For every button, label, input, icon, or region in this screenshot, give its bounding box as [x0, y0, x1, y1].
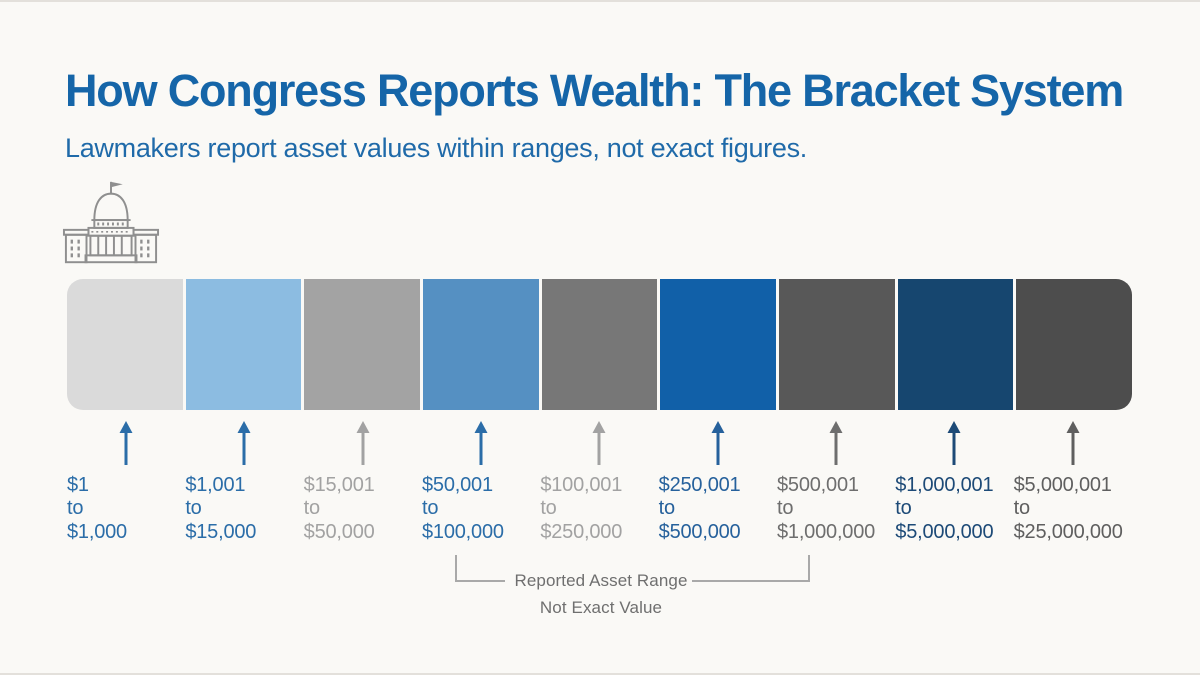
bracket-segment-2: [185, 279, 302, 410]
bracket-range-label: $250,001 to $500,000: [659, 474, 777, 544]
range-max: $1,000,000: [776, 520, 876, 543]
up-arrow-icon: [711, 421, 725, 465]
bracket-segment-8: [897, 279, 1014, 410]
up-arrow-icon: [237, 421, 251, 465]
bracket-arrow-cell: [895, 420, 1013, 470]
bracket-arrow-cell: [185, 420, 303, 470]
up-arrow-icon: [1066, 421, 1080, 465]
page-subtitle: Lawmakers report asset values within ran…: [65, 133, 807, 163]
range-min: $500,001: [776, 474, 859, 496]
bracket-segment-6: [660, 279, 777, 410]
range-min: $1: [67, 474, 89, 496]
bracket-arrows: [67, 420, 1132, 470]
bracket-segment-5: [541, 279, 658, 410]
range-max: $50,000: [303, 520, 375, 543]
range-max: $1,000: [67, 520, 127, 543]
bracket-segment-7: [779, 279, 895, 410]
bracket-arrow-cell: [422, 420, 540, 470]
bracket-right-vertical-line: [808, 555, 810, 582]
bracket-arrow-cell: [540, 420, 658, 470]
range-min: $1,000,001: [895, 474, 994, 496]
bracket-range-label: $500,001 to $1,000,000: [777, 474, 895, 544]
bracket-range-label: $50,001 to $100,000: [422, 474, 540, 544]
range-max: $15,000: [185, 520, 257, 543]
bracket-arrow-cell: [304, 420, 422, 470]
capitol-building-icon: [62, 181, 160, 264]
bracket-arrow-cell: [659, 420, 777, 470]
annotation-line-1: Reported Asset Range: [514, 571, 688, 590]
bracket-range-label: $1 to $1,000: [67, 474, 185, 544]
bracket-range-label: $1,001 to $15,000: [185, 474, 303, 544]
bracket-segment-1: [67, 279, 183, 410]
range-min: $50,001: [421, 474, 493, 496]
bracket-left-horizontal-line: [455, 580, 505, 582]
range-min: $250,001: [658, 474, 741, 496]
up-arrow-icon: [119, 421, 133, 465]
range-min: $5,000,001: [1013, 474, 1112, 496]
bracket-right-horizontal-line: [692, 580, 810, 582]
bracket-range-label: $15,001 to $50,000: [304, 474, 422, 544]
up-arrow-icon: [592, 421, 606, 465]
range-connector: to: [658, 497, 675, 520]
bracket-segment-4: [423, 279, 539, 410]
range-min: $15,001: [303, 474, 375, 496]
range-max: $250,000: [540, 520, 623, 543]
range-connector: to: [421, 497, 439, 520]
bracket-range-label: $100,001 to $250,000: [540, 474, 658, 544]
range-connector: to: [303, 497, 320, 520]
up-arrow-icon: [356, 421, 370, 465]
page-title: How Congress Reports Wealth: The Bracket…: [65, 65, 1124, 116]
bracket-arrow-cell: [777, 420, 895, 470]
bracket-color-bar: [67, 279, 1133, 410]
up-arrow-icon: [829, 421, 843, 465]
bracket-labels: $1 to $1,000 $1,001 to $15,000 $15,001 to $50,00…: [67, 474, 1132, 544]
bracket-segment-9: [1016, 279, 1133, 410]
range-connector: to: [67, 497, 84, 520]
range-max: $100,000: [421, 520, 504, 543]
annotation-line-2: Not Exact Value: [539, 598, 663, 617]
range-min: $1,001: [185, 474, 246, 496]
bracket-range-label: $1,000,001 to $5,000,000: [895, 474, 1013, 544]
bracket-segment-3: [304, 279, 421, 410]
range-min: $100,001: [540, 474, 623, 496]
bracket-arrow-cell: [1014, 420, 1132, 470]
range-max: $500,000: [658, 520, 741, 543]
range-connector: to: [540, 497, 557, 520]
up-arrow-icon: [474, 421, 488, 465]
up-arrow-icon: [947, 421, 961, 465]
range-connector: to: [776, 497, 794, 520]
range-connector: to: [1013, 497, 1030, 520]
bracket-arrow-cell: [67, 420, 185, 470]
range-connector: to: [185, 497, 202, 520]
bracket-left-vertical-line: [455, 555, 457, 582]
range-connector: to: [895, 497, 912, 520]
range-max: $25,000,000: [1013, 520, 1123, 543]
range-max: $5,000,000: [895, 520, 994, 543]
bracket-range-label: $5,000,001 to $25,000,000: [1014, 474, 1132, 544]
